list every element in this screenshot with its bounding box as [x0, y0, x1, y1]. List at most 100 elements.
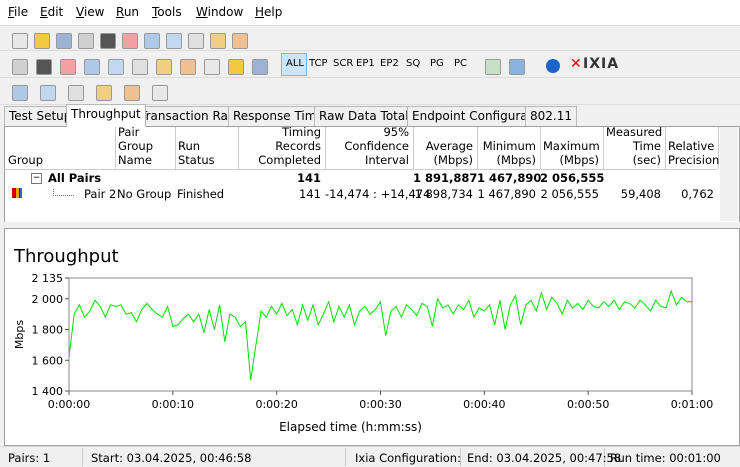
header-row [5, 127, 718, 170]
toolbar-icon[interactable] [156, 59, 172, 75]
status-text: Ixia Configuration: [355, 451, 461, 465]
toolbar-icon[interactable] [204, 59, 220, 75]
toolbar-icon[interactable] [210, 33, 226, 49]
toolbar-icon[interactable] [96, 85, 112, 101]
status-bar [0, 446, 740, 467]
column-header[interactable]: Timing Records Completed [258, 125, 321, 167]
column-header[interactable]: 95% Confidence Interval [344, 125, 409, 167]
tab[interactable]: Test Setup [4, 106, 77, 126]
chart-title: Throughput [13, 246, 119, 267]
column-divider [477, 127, 478, 169]
toolbar-icon[interactable] [228, 59, 244, 75]
column-header[interactable]: Measured Time (sec) [606, 125, 663, 167]
filter-button[interactable]: SQ [406, 58, 421, 69]
toolbar-icon[interactable] [252, 59, 268, 75]
y-tick-label: 2 000 [32, 293, 64, 306]
filter-button[interactable]: PG [430, 58, 444, 69]
column-header[interactable]: Relative Precision [668, 139, 720, 167]
y-tick-label: 1 400 [32, 385, 64, 398]
menu-bar [0, 0, 740, 26]
column-header[interactable]: Group [8, 153, 44, 167]
menu-item[interactable]: Help [255, 5, 283, 19]
table-cell: 1 891,887 [413, 171, 478, 185]
toolbar-icon[interactable] [188, 33, 204, 49]
column-divider [325, 127, 326, 169]
y-axis-label: Mbps [13, 320, 26, 349]
column-divider [603, 127, 604, 169]
toolbar-icon[interactable] [56, 33, 72, 49]
table-cell: 2 056,555 [540, 187, 599, 201]
tab[interactable]: Endpoint Configuration [407, 106, 556, 126]
column-header[interactable]: Run Status [178, 139, 215, 167]
toolbar [0, 25, 740, 51]
column-header[interactable]: Pair Group Name [118, 125, 154, 167]
column-header[interactable]: Maximum (Mbps) [543, 139, 600, 167]
toolbar [0, 50, 740, 78]
toolbar-icon[interactable] [124, 85, 140, 101]
filter-button[interactable]: EP2 [380, 58, 399, 69]
toolbar-icon[interactable] [509, 59, 525, 75]
menu-item[interactable]: Run [116, 5, 140, 19]
menu-item[interactable]: Window [196, 5, 244, 19]
status-separator [345, 448, 346, 466]
tab[interactable]: 802.11 [525, 106, 577, 126]
filter-button[interactable]: TCP [309, 58, 328, 69]
toolbar-icon[interactable] [166, 33, 182, 49]
toolbar-icon[interactable] [144, 33, 160, 49]
tab[interactable]: Transaction Rate [135, 106, 245, 126]
toolbar-icon[interactable] [12, 59, 28, 75]
toolbar-icon[interactable] [36, 59, 52, 75]
filter-button[interactable]: ALL [286, 58, 304, 69]
expand-box[interactable]: − [31, 173, 42, 184]
menu-item[interactable]: Edit [40, 5, 64, 19]
toolbar-icon[interactable] [12, 33, 28, 49]
tab[interactable]: Throughput [66, 104, 146, 127]
x-tick-label: 0:00:40 [463, 398, 505, 411]
column-header[interactable]: Minimum (Mbps) [482, 139, 536, 167]
toolbar-icon[interactable] [546, 59, 560, 73]
toolbar-icon[interactable] [180, 59, 196, 75]
toolbar-icon[interactable] [40, 85, 56, 101]
table-cell: -14,474 : +14,474 [325, 187, 431, 201]
menu-item[interactable]: View [76, 5, 105, 19]
column-header[interactable]: Average (Mbps) [425, 139, 473, 167]
column-divider [175, 127, 176, 169]
filter-button[interactable]: PC [454, 58, 468, 69]
x-axis-label: Elapsed time (h:mm:ss) [279, 420, 422, 434]
data-line [68, 289, 692, 381]
filter-button[interactable]: EP1 [356, 58, 375, 69]
tab[interactable]: Raw Data Totals [314, 106, 420, 126]
scrollbar[interactable] [720, 127, 738, 221]
toolbar-icon[interactable] [68, 85, 84, 101]
status-text: Pairs: 1 [8, 451, 51, 465]
toolbar-icon[interactable] [485, 59, 501, 75]
column-divider [665, 127, 666, 169]
status-separator [82, 448, 83, 466]
table-cell: Pair 2 [84, 187, 117, 201]
toolbar-icon[interactable] [122, 33, 138, 49]
toolbar-icon[interactable] [100, 33, 116, 49]
table-cell: No Group [117, 187, 172, 201]
menu-item[interactable]: File [8, 5, 29, 19]
x-tick-label: 0:00:10 [152, 398, 194, 411]
table-cell: 59,408 [620, 187, 661, 201]
table-cell: All Pairs [48, 171, 102, 185]
splitter[interactable] [0, 222, 740, 227]
toolbar-icon[interactable] [78, 33, 94, 49]
toolbar-icon[interactable] [34, 33, 50, 49]
toolbar-icon[interactable] [84, 59, 100, 75]
toolbar-icon[interactable] [108, 59, 124, 75]
toolbar-icon[interactable] [232, 33, 248, 49]
status-separator [460, 448, 461, 466]
toolbar-icon[interactable] [132, 59, 148, 75]
table-cell: 141 [299, 187, 321, 201]
toolbar-icon[interactable] [12, 85, 28, 101]
pair-icon [12, 188, 22, 198]
menu-item[interactable]: Tools [152, 5, 182, 19]
filter-button[interactable]: SCR [333, 58, 354, 69]
logo: IXIA [583, 56, 620, 72]
plot-area [68, 277, 693, 392]
toolbar-icon[interactable] [152, 85, 168, 101]
toolbar-icon[interactable] [60, 59, 76, 75]
tab[interactable]: Response Time [228, 106, 329, 126]
